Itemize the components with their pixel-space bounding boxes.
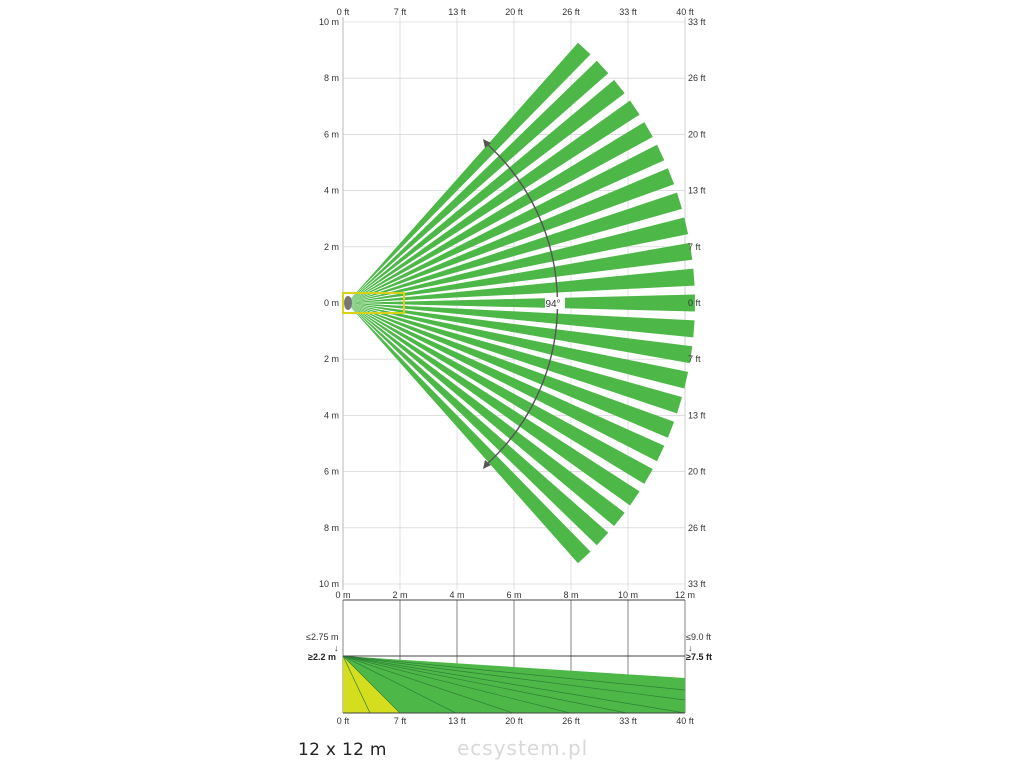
arc-arrowhead-top (483, 139, 491, 148)
side-x-m-tick-label: 12 m (675, 590, 695, 600)
side-beam-ray (342, 655, 514, 714)
side-x-ft-tick-label: 7 ft (394, 716, 407, 726)
detection-beam (347, 100, 640, 303)
detection-beam (347, 303, 625, 526)
side-x-ft-tick-label: 26 ft (562, 716, 580, 726)
sensor-icon (344, 296, 352, 310)
detection-beam (347, 303, 675, 438)
detection-beam (347, 303, 695, 338)
side-x-m-tick-label: 10 m (618, 590, 638, 600)
detection-beam (347, 303, 653, 484)
detection-beam (347, 303, 665, 462)
angle-label: 94° (545, 299, 560, 310)
top-y-m-tick-label: 2 m (324, 354, 339, 364)
top-y-ft-tick-label: 33 ft (688, 17, 706, 27)
top-y-ft-tick-label: 20 ft (688, 129, 706, 139)
side-x-ft-tick-label: 20 ft (505, 716, 523, 726)
side-x-ft-tick-label: 13 ft (448, 716, 466, 726)
detection-beam (347, 80, 625, 303)
top-y-ft-tick-label: 13 ft (688, 186, 706, 196)
side-x-m-tick-label: 2 m (392, 590, 407, 600)
detection-beam (347, 144, 665, 303)
side-beam-ray (342, 655, 457, 714)
detection-beams (347, 42, 695, 564)
top-y-ft-tick-label: 13 ft (688, 410, 706, 420)
top-view-x-ft-ticks: 0 ft 7 ft 13 ft 20 ft 26 ft 33 ft 40 ft (337, 7, 695, 17)
side-x-ft-tick-label: 33 ft (619, 716, 637, 726)
detection-beam (347, 242, 693, 303)
side-beam-ray (342, 655, 401, 714)
top-y-ft-tick-label: 7 ft (688, 354, 701, 364)
top-x-tick-label: 13 ft (448, 7, 466, 17)
detection-beam (347, 303, 689, 389)
top-view-y-ft-ticks: 33 ft 26 ft 20 ft 13 ft 7 ft 0 ft 7 ft 13 ft 20 … (688, 17, 706, 589)
height-arrow-right-icon: ↓ (688, 643, 693, 653)
top-y-ft-tick-label: 33 ft (688, 579, 706, 589)
detection-beam (347, 60, 609, 304)
detection-beam (347, 168, 675, 303)
watermark-text: ecsystem.pl (457, 736, 589, 760)
detection-beam (347, 122, 653, 303)
side-beam-ray (342, 655, 686, 714)
side-view-panel: ≤2.75 m ↓ ≥2.2 m ≤9.0 ft ↓ ≥7.5 ft 0 m 2 … (306, 590, 712, 726)
top-x-tick-label: 33 ft (619, 7, 637, 17)
top-x-tick-label: 0 ft (337, 7, 350, 17)
detection-beam (347, 294, 695, 312)
side-beam-ray (342, 655, 571, 714)
side-beam-ray (342, 655, 371, 714)
side-view-x-ft-ticks: 0 ft 7 ft 13 ft 20 ft 26 ft 33 ft 40 ft (337, 716, 695, 726)
top-y-m-tick-label: 0 m (324, 298, 339, 308)
side-x-m-tick-label: 0 m (335, 590, 350, 600)
height-min-m-label: ≥2.2 m (308, 652, 336, 662)
sensor-zone-box (342, 292, 405, 314)
side-view-beam-rays (342, 655, 686, 714)
arc-arrowhead-bottom (483, 460, 491, 469)
coverage-size-caption: 12 x 12 m (298, 740, 387, 760)
height-max-ft-label: ≤9.0 ft (686, 632, 711, 642)
top-y-m-tick-label: 8 m (324, 73, 339, 83)
detection-beam (347, 192, 682, 303)
top-y-m-tick-label: 6 m (324, 129, 339, 139)
top-y-m-tick-label: 10 m (319, 17, 339, 27)
side-view-x-m-ticks: 0 m 2 m 4 m 6 m 8 m 10 m 12 m (335, 590, 695, 600)
top-y-ft-tick-label: 26 ft (688, 523, 706, 533)
top-x-tick-label: 40 ft (676, 7, 694, 17)
side-beam-ray (342, 655, 628, 714)
side-x-m-tick-label: 8 m (563, 590, 578, 600)
top-y-ft-tick-label: 26 ft (688, 73, 706, 83)
side-x-ft-tick-label: 40 ft (676, 716, 694, 726)
top-y-m-tick-label: 4 m (324, 186, 339, 196)
detection-beam (347, 268, 695, 303)
detection-beam (347, 217, 689, 303)
top-x-tick-label: 20 ft (505, 7, 523, 17)
side-x-m-tick-label: 4 m (449, 590, 464, 600)
detection-beam (347, 303, 693, 364)
side-beam-ray (342, 655, 686, 691)
top-y-m-tick-label: 2 m (324, 242, 339, 252)
top-view-y-m-ticks: 10 m 8 m 6 m 4 m 2 m 0 m 2 m 4 m 6 m 8 m 10 m (319, 17, 339, 589)
side-x-ft-tick-label: 0 ft (337, 716, 350, 726)
height-max-m-label: ≤2.75 m (306, 632, 338, 642)
detection-beam (347, 42, 591, 304)
detection-beam (347, 303, 682, 414)
top-view-panel: 94° 0 ft 7 ft 13 ft 20 ft 26 ft 33 ft 40 ft 10… (319, 7, 706, 590)
top-y-m-tick-label: 10 m (319, 579, 339, 589)
side-x-m-tick-label: 6 m (506, 590, 521, 600)
top-y-m-tick-label: 6 m (324, 467, 339, 477)
detection-beam (347, 303, 591, 564)
top-y-m-tick-label: 8 m (324, 523, 339, 533)
height-min-ft-label: ≥7.5 ft (686, 652, 712, 662)
top-y-m-tick-label: 4 m (324, 410, 339, 420)
height-arrow-left-icon: ↓ (334, 643, 339, 653)
top-y-ft-tick-label: 7 ft (688, 242, 701, 252)
top-x-tick-label: 7 ft (394, 7, 407, 17)
detection-beam (347, 303, 640, 506)
side-beam-ray (342, 655, 686, 701)
top-y-ft-tick-label: 0 ft (688, 298, 701, 308)
detection-beam (347, 303, 609, 546)
top-y-ft-tick-label: 20 ft (688, 467, 706, 477)
top-x-tick-label: 26 ft (562, 7, 580, 17)
